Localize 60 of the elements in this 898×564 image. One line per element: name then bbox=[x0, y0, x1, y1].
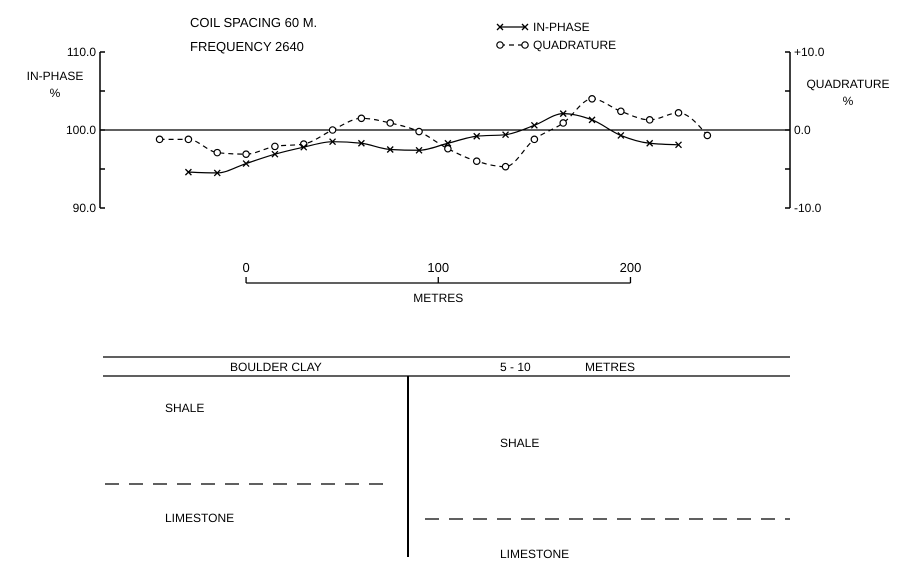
point bbox=[588, 95, 596, 103]
point bbox=[674, 109, 682, 117]
point bbox=[358, 140, 366, 147]
x-tick-label: 0 bbox=[242, 260, 250, 275]
point bbox=[156, 136, 164, 144]
point bbox=[184, 136, 192, 144]
point bbox=[328, 138, 336, 146]
point bbox=[242, 150, 250, 158]
point bbox=[530, 136, 538, 144]
point bbox=[617, 132, 625, 140]
text: LIMESTONE bbox=[500, 547, 570, 561]
point bbox=[646, 116, 654, 124]
point bbox=[444, 144, 452, 153]
y2-tick-label: 0.0 bbox=[794, 123, 812, 138]
legend-label: QUADRATURE bbox=[533, 38, 616, 52]
point bbox=[559, 119, 568, 127]
chart-subtitle: FREQUENCY 2640 bbox=[190, 39, 304, 54]
chart-title: COIL SPACING 60 M. bbox=[190, 15, 318, 30]
point bbox=[415, 128, 423, 136]
point bbox=[704, 132, 712, 140]
text: SHALE bbox=[500, 436, 540, 450]
text: LIMESTONE bbox=[165, 511, 234, 525]
point bbox=[328, 126, 336, 134]
point bbox=[213, 148, 222, 156]
y2-tick-label: -10.0 bbox=[794, 201, 822, 216]
point bbox=[271, 142, 279, 150]
point bbox=[184, 168, 192, 176]
point bbox=[674, 141, 682, 148]
point bbox=[300, 144, 308, 151]
point bbox=[588, 116, 596, 124]
point bbox=[617, 107, 625, 116]
text: 5 - 10 bbox=[500, 360, 532, 374]
legend-label: IN-PHASE bbox=[533, 20, 590, 34]
point bbox=[271, 150, 279, 158]
point bbox=[502, 162, 510, 170]
x-axis-title: METRES bbox=[413, 291, 464, 305]
point bbox=[444, 140, 452, 147]
point bbox=[560, 110, 567, 118]
text: METRES bbox=[585, 360, 636, 374]
point bbox=[214, 169, 221, 177]
point bbox=[415, 146, 423, 154]
x-tick-label: 100 bbox=[427, 260, 450, 275]
y2-axis-title: QUADRATURE % bbox=[806, 77, 890, 108]
point bbox=[502, 131, 510, 138]
x-tick-label: 200 bbox=[620, 260, 642, 275]
y-tick-label: 100.0 bbox=[66, 123, 96, 138]
point bbox=[386, 119, 394, 127]
point bbox=[472, 157, 481, 165]
point bbox=[358, 114, 366, 122]
y-axis-title: IN-PHASE % bbox=[26, 69, 84, 100]
point bbox=[473, 132, 480, 140]
y-tick-label: 110.0 bbox=[66, 45, 96, 60]
point bbox=[386, 146, 394, 154]
text: SHALE bbox=[165, 401, 204, 415]
point bbox=[242, 160, 250, 168]
y2-tick-label: +10.0 bbox=[794, 45, 825, 60]
point bbox=[646, 140, 654, 147]
text: BOULDER CLAY bbox=[230, 360, 322, 374]
y-tick-label: 90.0 bbox=[72, 201, 96, 216]
point bbox=[530, 122, 538, 129]
